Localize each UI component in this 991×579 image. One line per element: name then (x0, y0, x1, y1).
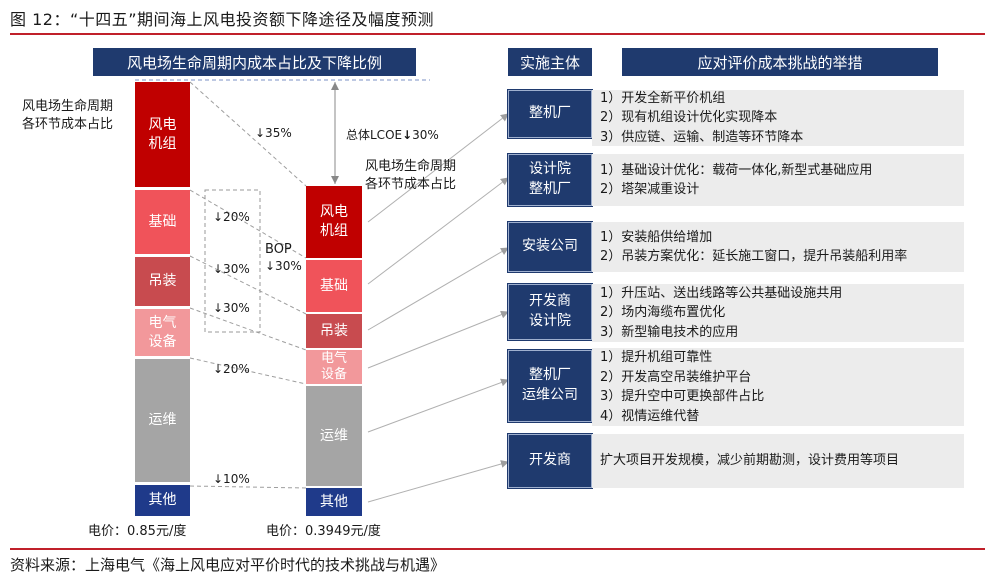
right-seg-foundation: 基础 (306, 260, 362, 312)
total-lcoe-label: 总体LCOE↓30% (346, 128, 439, 142)
measure-row-4: 1）升压站、送出线路等公共基础设施共用 2）场内海缆布置优化 3）新型输电技术的… (592, 284, 964, 342)
actor-row-6: 开发商 (508, 434, 592, 488)
left-seg-other: 其他 (135, 485, 190, 516)
map-line-om (189, 357, 307, 385)
map-line-foundation (189, 189, 307, 259)
top-divider (10, 33, 985, 35)
map-line-turbine-top (189, 81, 307, 187)
right-price: 电价：0.3949元/度 (266, 524, 381, 539)
measure-row-1: 1）开发全新平价机组 2）现有机组设计优化实现降本 3）供应链、运输、制造等环节… (592, 90, 964, 146)
arrow-om (367, 378, 509, 433)
map-line-other (189, 485, 307, 489)
actor-row-4: 开发商 设计院 (508, 284, 592, 340)
actor-row-5: 整机厂 运维公司 (508, 350, 592, 422)
arrow-electrical (367, 310, 509, 369)
arrow-install (367, 247, 509, 331)
right-seg-electrical: 电气 设备 (306, 350, 362, 384)
down-arrow-icon: ↓ (402, 128, 413, 142)
right-seg-om: 运维 (306, 386, 362, 486)
bop-box (204, 189, 261, 333)
left-price: 电价：0.85元/度 (88, 524, 187, 539)
reduction-other: ↓10% (213, 472, 250, 486)
left-seg-install: 吊装 (135, 257, 190, 306)
reduction-turbine: ↓35% (255, 126, 292, 140)
arrow-other (367, 460, 509, 503)
actor-header: 实施主体 (508, 48, 592, 76)
left-seg-turbine: 风电 机组 (135, 82, 190, 187)
actor-row-3: 安装公司 (508, 222, 592, 272)
bop-label: BOP ↓30% (265, 242, 302, 273)
left-seg-electrical: 电气 设备 (135, 309, 190, 356)
left-seg-foundation: 基础 (135, 190, 190, 254)
measure-row-6: 扩大项目开发规模，减少前期勘测，设计费用等项目 (592, 434, 964, 488)
measure-row-3: 1）安装船供给增加 2）吊装方案优化：延长施工窗口，提升吊装船利用率 (592, 222, 964, 272)
left-axis-label: 风电场生命周期 各环节成本占比 (22, 99, 114, 133)
left-panel-header: 风电场生命周期内成本占比及下降比例 (93, 48, 416, 76)
actor-row-1: 整机厂 (508, 90, 592, 138)
figure-title: 图 12：“十四五”期间海上风电投资额下降途径及幅度预测 (10, 10, 435, 29)
source-note: 资料来源：上海电气《海上风电应对平价时代的技术挑战与机遇》 (10, 556, 446, 574)
reduction-om: ↓20% (213, 362, 250, 376)
left-seg-om: 运维 (135, 359, 190, 482)
right-seg-other: 其他 (306, 488, 362, 516)
measure-row-2: 1）基础设计优化：载荷一体化,新型式基础应用 2）塔架减重设计 (592, 154, 964, 206)
right-seg-install: 吊装 (306, 314, 362, 348)
reduction-electrical: ↓30% (213, 301, 250, 315)
reduction-foundation: ↓20% (213, 210, 250, 224)
bottom-divider (10, 548, 985, 550)
reduction-install: ↓30% (213, 262, 250, 276)
arrow-foundation (367, 177, 509, 285)
measure-header: 应对评价成本挑战的举措 (622, 48, 938, 76)
actor-row-2: 设计院 整机厂 (508, 154, 592, 206)
right-seg-turbine: 风电 机组 (306, 186, 362, 258)
arrow-turbine (367, 113, 509, 223)
measure-row-5: 1）提升机组可靠性 2）开发高空吊装维护平台 3）提升空中可更换部件占比 4）视… (592, 348, 964, 426)
right-axis-label: 风电场生命周期 各环节成本占比 (365, 159, 457, 193)
map-line-install (189, 255, 307, 315)
